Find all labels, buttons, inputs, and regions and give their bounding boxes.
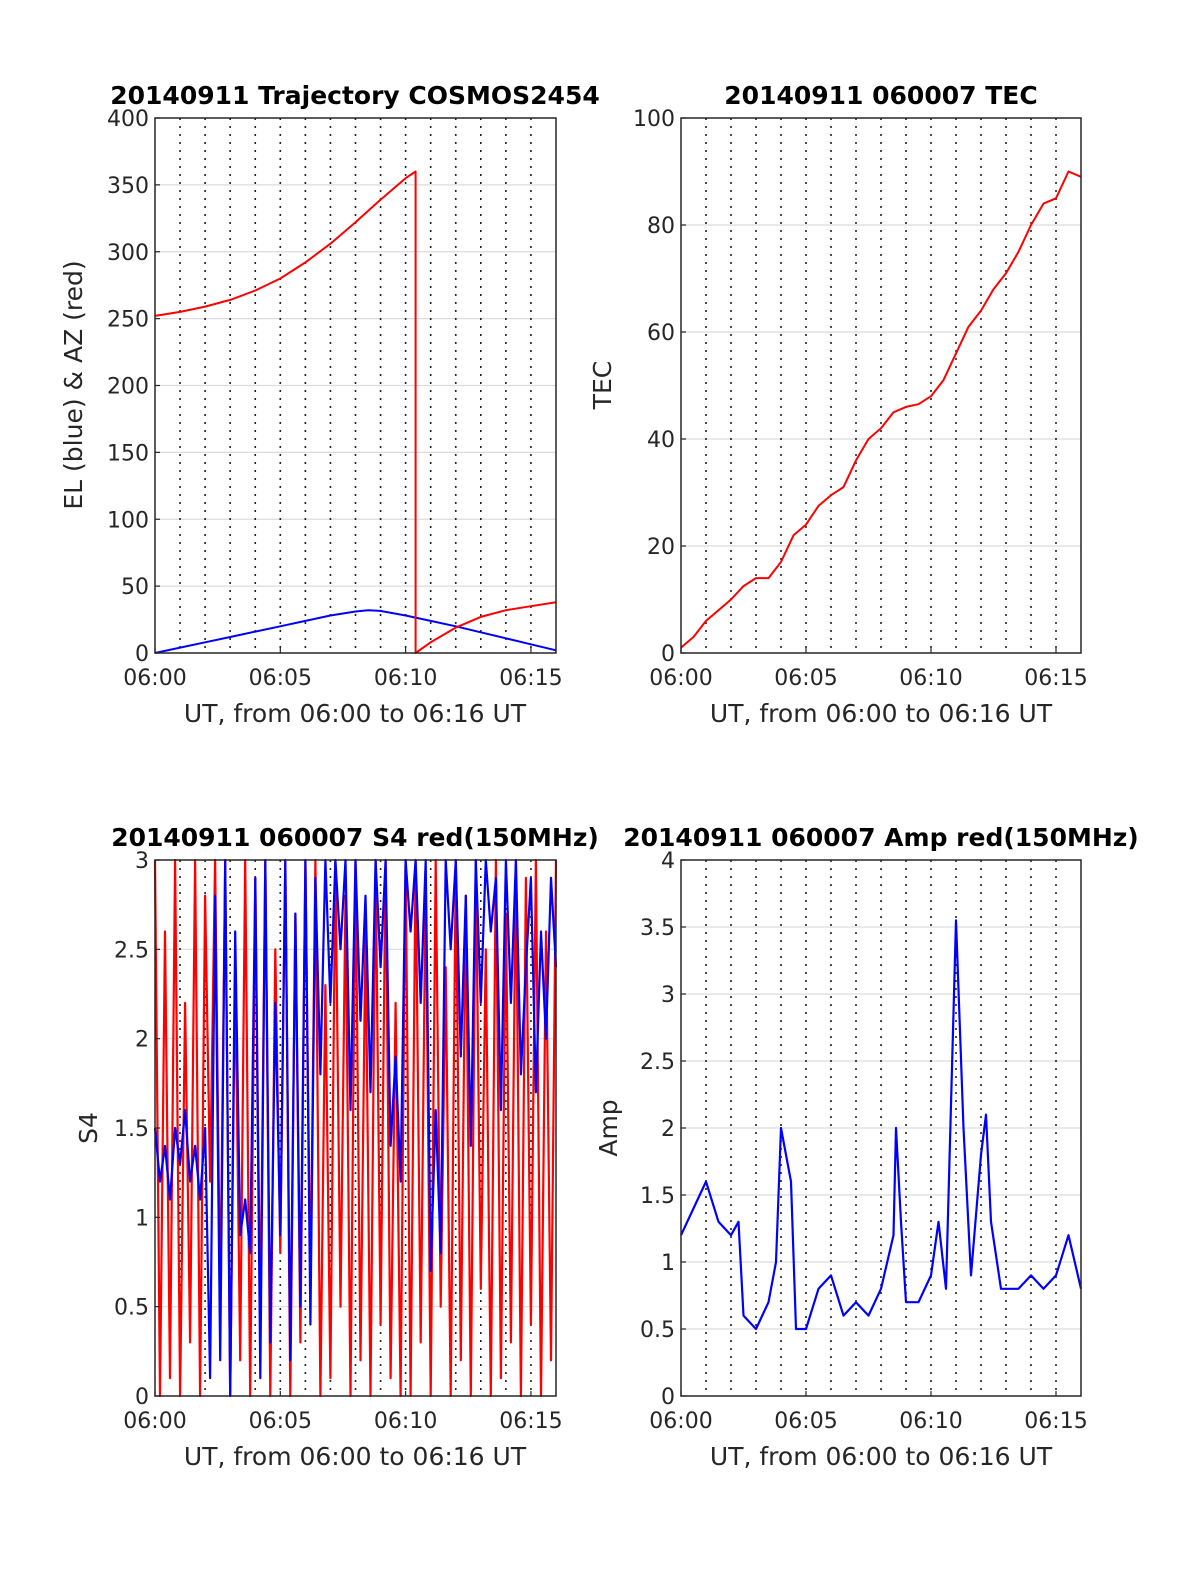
chart-title: 20140911 060007 TEC — [724, 81, 1037, 110]
y-tick-label: 60 — [647, 321, 675, 346]
x-tick-label: 06:05 — [249, 1409, 312, 1434]
grid — [155, 118, 556, 653]
amp-chart: 0 0.5 1 1.5 2 2.5 3 3.5 4 06:00 06:05 06:10 06:15 Am… — [594, 823, 1139, 1471]
y-tick-label: 250 — [107, 308, 149, 333]
x-axis-label: UT, from 06:00 to 06:16 UT — [184, 1442, 527, 1471]
y-tick-label: 100 — [633, 107, 675, 132]
y-tick-label: 40 — [647, 428, 675, 453]
y-tick-label: 1.5 — [114, 1117, 149, 1142]
y-tick-label: 400 — [107, 107, 149, 132]
x-tick-label: 06:10 — [374, 666, 437, 691]
y-tick-label: 3 — [661, 983, 675, 1008]
y-tick-label: 80 — [647, 214, 675, 239]
y-tick-label: 100 — [107, 508, 149, 533]
y-tick-label: 20 — [647, 535, 675, 560]
y-tick-label: 350 — [107, 174, 149, 199]
grid — [681, 118, 1081, 653]
plot-area — [680, 919, 1083, 1331]
series-line — [154, 609, 557, 654]
ticks: 0 0.5 1 1.5 2 2.5 3 3.5 4 06:00 06:05 06:10 06:15 — [640, 849, 1088, 1434]
y-tick-label: 1.5 — [640, 1184, 675, 1209]
chart-title: 20140911 060007 Amp red(150MHz) — [623, 823, 1139, 852]
y-tick-label: 1 — [135, 1206, 149, 1231]
x-axis-label: UT, from 06:00 to 06:16 UT — [710, 699, 1053, 728]
ticks: 0 20 40 60 80 100 06:00 06:05 06:10 06:15 — [633, 107, 1088, 691]
y-tick-label: 2 — [661, 1117, 675, 1142]
s4-chart: 0 0.5 1 1.5 2 2.5 3 06:00 06:05 06:10 06:15 S4 UT,… — [74, 823, 599, 1471]
x-tick-label: 06:00 — [123, 666, 186, 691]
series-line — [154, 170, 557, 654]
grid — [681, 860, 1081, 1396]
y-tick-label: 50 — [121, 575, 149, 600]
x-tick-label: 06:15 — [1024, 666, 1087, 691]
x-tick-label: 06:05 — [249, 666, 312, 691]
y-axis-label: EL (blue) & AZ (red) — [59, 260, 88, 509]
x-tick-label: 06:05 — [774, 1409, 837, 1434]
x-tick-label: 06:05 — [774, 666, 837, 691]
x-axis-label: UT, from 06:00 to 06:16 UT — [184, 699, 527, 728]
y-tick-label: 0 — [135, 1385, 149, 1410]
x-tick-label: 06:00 — [649, 1409, 712, 1434]
y-axis-label: TEC — [588, 361, 617, 411]
x-tick-label: 06:10 — [899, 666, 962, 691]
tec-chart: 20140911 060007 TEC TEC UT, from 06:00 t… — [588, 81, 1088, 728]
y-tick-label: 4 — [661, 849, 675, 874]
plot-area — [680, 170, 1082, 649]
series-line — [680, 919, 1083, 1331]
y-tick-label: 0 — [135, 642, 149, 667]
y-tick-label: 0 — [661, 1385, 675, 1410]
chart-title: 20140911 Trajectory COSMOS2454 — [110, 81, 600, 110]
y-tick-label: 0.5 — [640, 1318, 675, 1343]
y-tick-label: 2 — [135, 1028, 149, 1053]
series-line — [680, 170, 1082, 649]
y-tick-label: 2.5 — [114, 938, 149, 963]
x-tick-label: 06:15 — [1024, 1409, 1087, 1434]
y-axis-label: Amp — [594, 1099, 623, 1156]
x-tick-label: 06:15 — [499, 1409, 562, 1434]
x-tick-label: 06:10 — [899, 1409, 962, 1434]
x-tick-label: 06:00 — [649, 666, 712, 691]
y-tick-label: 1 — [661, 1251, 675, 1276]
y-tick-label: 0 — [661, 642, 675, 667]
y-tick-label: 150 — [107, 441, 149, 466]
x-tick-label: 06:10 — [374, 1409, 437, 1434]
y-tick-label: 0.5 — [114, 1296, 149, 1321]
trajectory-chart: 20140911 Trajectory COSMOS2454 EL (blue)… — [59, 81, 600, 728]
y-tick-label: 3.5 — [640, 916, 675, 941]
chart-title: 20140911 060007 S4 red(150MHz) — [111, 823, 599, 852]
ticks: 0 50 100 150 200 250 300 350 400 06:00 06:05 06:10 0… — [107, 107, 563, 691]
y-tick-label: 3 — [135, 849, 149, 874]
axes-frame — [680, 117, 1082, 654]
y-tick-label: 300 — [107, 241, 149, 266]
x-tick-label: 06:00 — [123, 1409, 186, 1434]
x-tick-label: 06:15 — [499, 666, 562, 691]
ticks: 0 0.5 1 1.5 2 2.5 3 06:00 06:05 06:10 06:15 — [114, 849, 563, 1434]
y-tick-label: 2.5 — [640, 1050, 675, 1075]
x-axis-label: UT, from 06:00 to 06:16 UT — [710, 1442, 1053, 1471]
plot-area — [154, 170, 557, 654]
y-tick-label: 200 — [107, 375, 149, 400]
y-axis-label: S4 — [74, 1112, 103, 1144]
